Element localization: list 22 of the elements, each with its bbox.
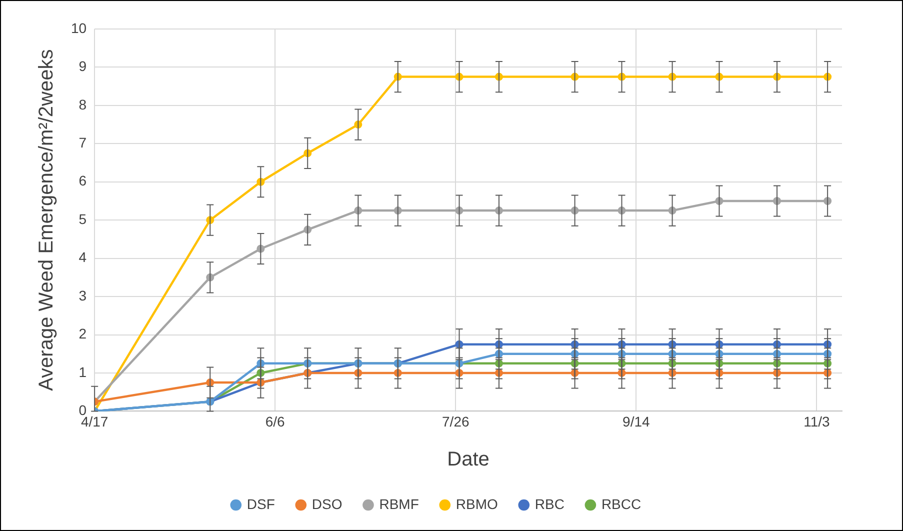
legend-label: DSF [246,496,275,512]
y-tick-label: 9 [78,58,87,74]
y-tick-label: 7 [78,134,87,151]
y-tick-label: 10 [70,20,87,36]
y-tick-label: 4 [78,249,87,266]
x-tick-label: 7/26 [442,413,470,430]
y-tick-label: 5 [78,210,87,227]
legend-label: RBMF [379,496,419,512]
y-tick-label: 2 [78,326,87,342]
legend-label: RBMO [456,496,498,512]
y-axis-title: Average Weed Emergence/m²/2weeks [36,49,58,391]
x-tick-label: 9/14 [622,413,650,430]
y-tick-label: 1 [78,364,87,380]
y-tick-label: 3 [78,287,87,304]
legend-label: DSO [312,496,342,512]
legend-label: RBC [534,496,564,512]
y-tick-label: 8 [78,96,87,112]
y-tick-label: 6 [78,172,87,189]
x-tick-label: 11/3 [804,413,830,430]
legend-label: RBCC [601,496,642,512]
x-axis-title: Date [447,448,490,471]
x-tick-label: 6/6 [265,413,286,430]
